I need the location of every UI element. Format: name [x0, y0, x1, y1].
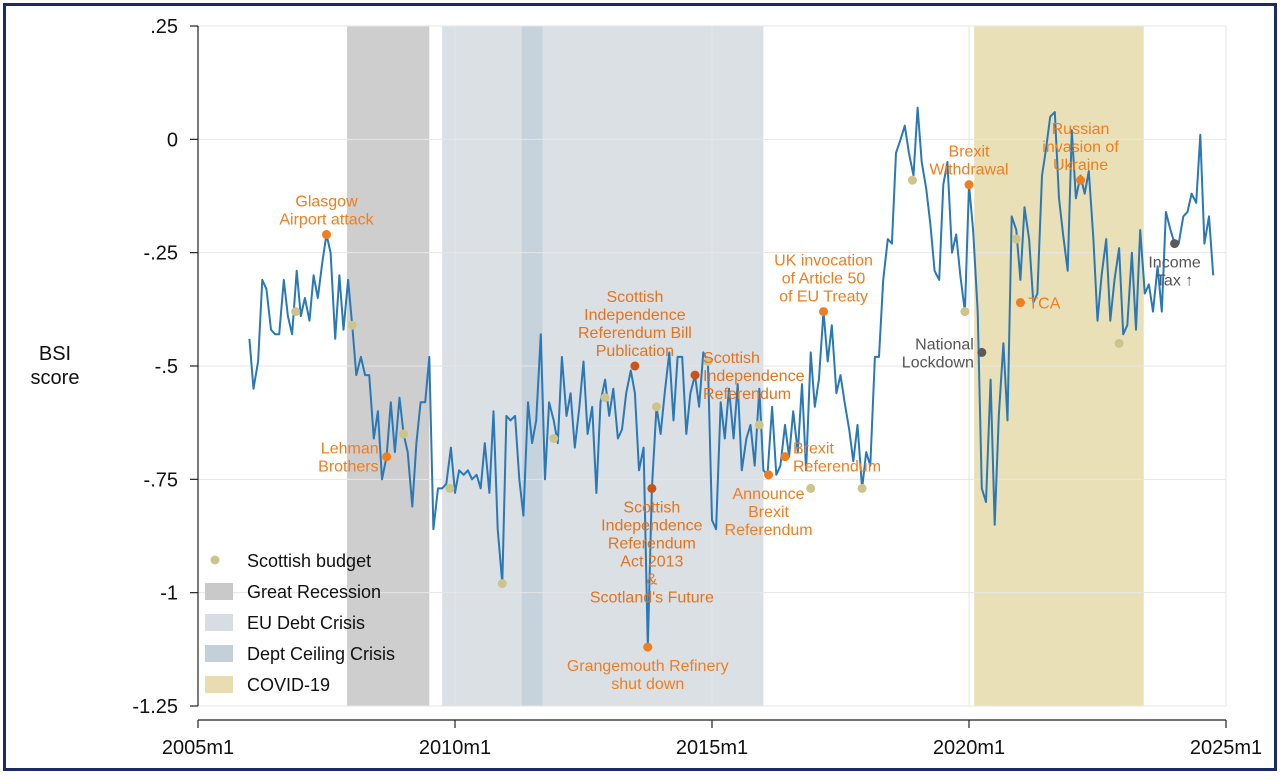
legend-label: Scottish budget: [247, 551, 371, 571]
event-label: Publication: [596, 343, 674, 360]
budget-point: [651, 402, 661, 412]
event-label: Brexit: [748, 504, 789, 521]
event-label: Brothers: [318, 459, 378, 476]
y-tick-label: -.5: [155, 356, 178, 378]
budget-points: [291, 175, 1124, 589]
event-marker: [630, 361, 640, 371]
y-axis-label-line: BSI: [39, 343, 71, 365]
event-label: Tax ↑: [1156, 273, 1193, 290]
event-marker: [690, 370, 700, 380]
event-marker: [647, 483, 657, 493]
y-tick-label: -.75: [144, 469, 178, 491]
event-label: Independence: [601, 517, 703, 534]
event-label: Withdrawal: [929, 162, 1008, 179]
event-label: Scottish: [623, 499, 680, 516]
event-label: Grangemouth Refinery: [567, 658, 729, 675]
event-marker: [322, 230, 331, 240]
event-label: Brexit: [949, 144, 990, 161]
y-tick-label: 0: [167, 129, 178, 151]
y-tick-label: .25: [150, 16, 178, 38]
legend-label: Dept Ceiling Crisis: [247, 644, 395, 664]
budget-point: [347, 320, 357, 330]
event-label: shut down: [611, 676, 684, 693]
event-label: Referendum: [608, 535, 696, 552]
legend-swatch: [205, 676, 233, 693]
event-label: Lockdown: [902, 354, 974, 371]
legend-swatch: [205, 583, 233, 600]
budget-point: [291, 307, 301, 317]
event-marker: [977, 347, 987, 357]
event-label: Glasgow: [295, 194, 358, 211]
axes: .25 0 -.25 -.5 -.75 -1 -1.25 2005m1 2010m1 2015m1…: [132, 16, 1262, 759]
legend-label: Great Recession: [247, 582, 381, 602]
budget-point: [703, 356, 713, 366]
x-tick-label: 2010m1: [419, 737, 491, 759]
x-tick-label: 2025m1: [1190, 737, 1262, 759]
legend-swatch: [210, 555, 220, 565]
event-label: National: [915, 336, 974, 353]
bsi-series-line: [248, 106, 1215, 649]
budget-point: [857, 483, 867, 493]
event-label: Referendum: [703, 386, 791, 403]
x-tick-label: 2015m1: [676, 737, 748, 759]
legend-swatch: [205, 645, 233, 662]
event-label: Russian: [1052, 121, 1110, 138]
budget-point: [1011, 234, 1021, 244]
y-tick-label: -1.25: [132, 696, 178, 718]
series-line: [248, 106, 1215, 649]
event-label: of Article 50: [782, 271, 866, 288]
event-label: of EU Treaty: [779, 289, 868, 306]
event-label: Airport attack: [279, 212, 374, 229]
event-marker: [780, 452, 790, 462]
event-label: Act 2013: [620, 553, 683, 570]
event-label: TCA: [1028, 296, 1060, 313]
budget-point: [754, 420, 764, 430]
budget-point: [806, 483, 816, 493]
budget-point: [907, 175, 917, 185]
event-label: Announce: [733, 486, 805, 503]
event-label: Referendum Bill: [578, 325, 692, 342]
event-marker: [964, 180, 974, 190]
event-label: Scottish: [606, 289, 663, 306]
event-marker: [643, 642, 653, 652]
budget-point: [497, 579, 507, 589]
legend-label: EU Debt Crisis: [247, 613, 365, 633]
event-label: Scottish: [703, 350, 760, 367]
event-label: Ukraine: [1053, 157, 1108, 174]
event-label: Independence: [584, 307, 686, 324]
event-label: &: [647, 571, 658, 588]
event-marker: [1015, 298, 1025, 308]
event-label: UK invocation: [774, 253, 873, 270]
y-tick-label: -.25: [144, 243, 178, 265]
x-tick-label: 2020m1: [933, 737, 1005, 759]
event-marker: [1170, 239, 1180, 249]
y-tick-label: -1: [160, 583, 178, 605]
event-marker: [819, 307, 829, 317]
budget-point: [399, 429, 409, 439]
budget-point: [960, 307, 970, 317]
legend-label: COVID-19: [247, 675, 330, 695]
event-label: Lehman: [321, 441, 379, 458]
y-axis-label-line: score: [31, 367, 80, 389]
budget-point: [1114, 338, 1124, 348]
event-label: Referendum: [725, 522, 813, 539]
event-marker: [1076, 175, 1086, 185]
event-label: Independence: [703, 368, 805, 385]
x-tick-label: 2005m1: [162, 737, 234, 759]
budget-point: [600, 393, 610, 403]
legend: Scottish budget Great Recession EU Debt Cr…: [205, 551, 395, 695]
event-label: Referendum: [793, 459, 881, 476]
event-label: invasion of: [1042, 139, 1119, 156]
event-label: Brexit: [793, 441, 834, 458]
budget-point: [445, 483, 455, 493]
event-marker: [764, 470, 774, 480]
budget-point: [549, 434, 559, 444]
legend-swatch: [205, 614, 233, 631]
event-label: Income: [1148, 255, 1201, 272]
event-label: Scotland's Future: [590, 589, 714, 606]
event-marker: [382, 452, 392, 462]
